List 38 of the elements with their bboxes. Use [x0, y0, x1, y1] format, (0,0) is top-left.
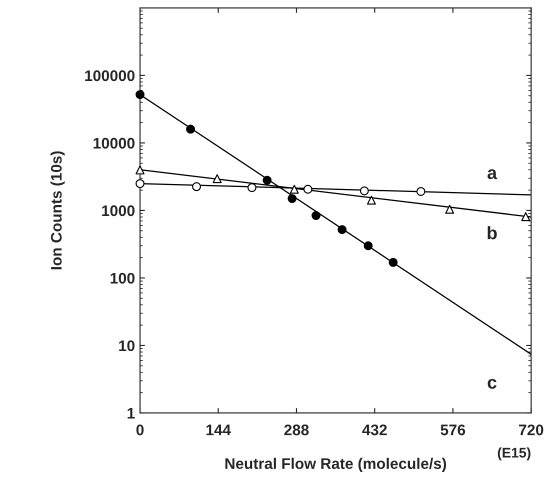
- point: [312, 211, 321, 220]
- point: [338, 225, 347, 234]
- point: [136, 165, 145, 174]
- y-tick-label: 100000: [85, 70, 135, 82]
- x-tick-label: 0: [136, 424, 144, 436]
- y-tick-label: 100: [110, 272, 135, 284]
- annotation: b: [488, 226, 497, 240]
- y-tick-label: 10000: [94, 138, 135, 149]
- x-tick-label: 144: [206, 424, 231, 436]
- point: [521, 212, 530, 222]
- point: [212, 174, 222, 184]
- point: [136, 90, 145, 100]
- y-tick-label: 10: [119, 340, 135, 352]
- point: [192, 182, 202, 192]
- y-tick-label: 1: [128, 408, 135, 419]
- point: [290, 184, 299, 194]
- x-tick-label: 288: [284, 424, 309, 436]
- point: [388, 258, 398, 267]
- point: [136, 179, 145, 188]
- point: [445, 204, 454, 214]
- annotation: c: [488, 378, 497, 389]
- text: (E15): [498, 447, 530, 460]
- x-tick-label: 432: [362, 424, 387, 436]
- y-tick-label: 1000: [102, 205, 135, 216]
- point: [247, 183, 256, 192]
- point: [262, 176, 272, 185]
- x-axis-title: Neutral Flow Rate (molecule/s): [225, 458, 446, 472]
- point: [366, 196, 376, 205]
- point: [416, 186, 426, 196]
- point: [360, 186, 369, 196]
- y-axis-title: Ion Counts (10s): [50, 151, 65, 270]
- x-tick-label: 720: [519, 424, 544, 436]
- point: [186, 124, 196, 134]
- point: [364, 241, 373, 250]
- annotation: a: [488, 169, 498, 180]
- point: [288, 194, 297, 204]
- point: [303, 184, 312, 194]
- x-tick-label: 576: [440, 424, 466, 436]
